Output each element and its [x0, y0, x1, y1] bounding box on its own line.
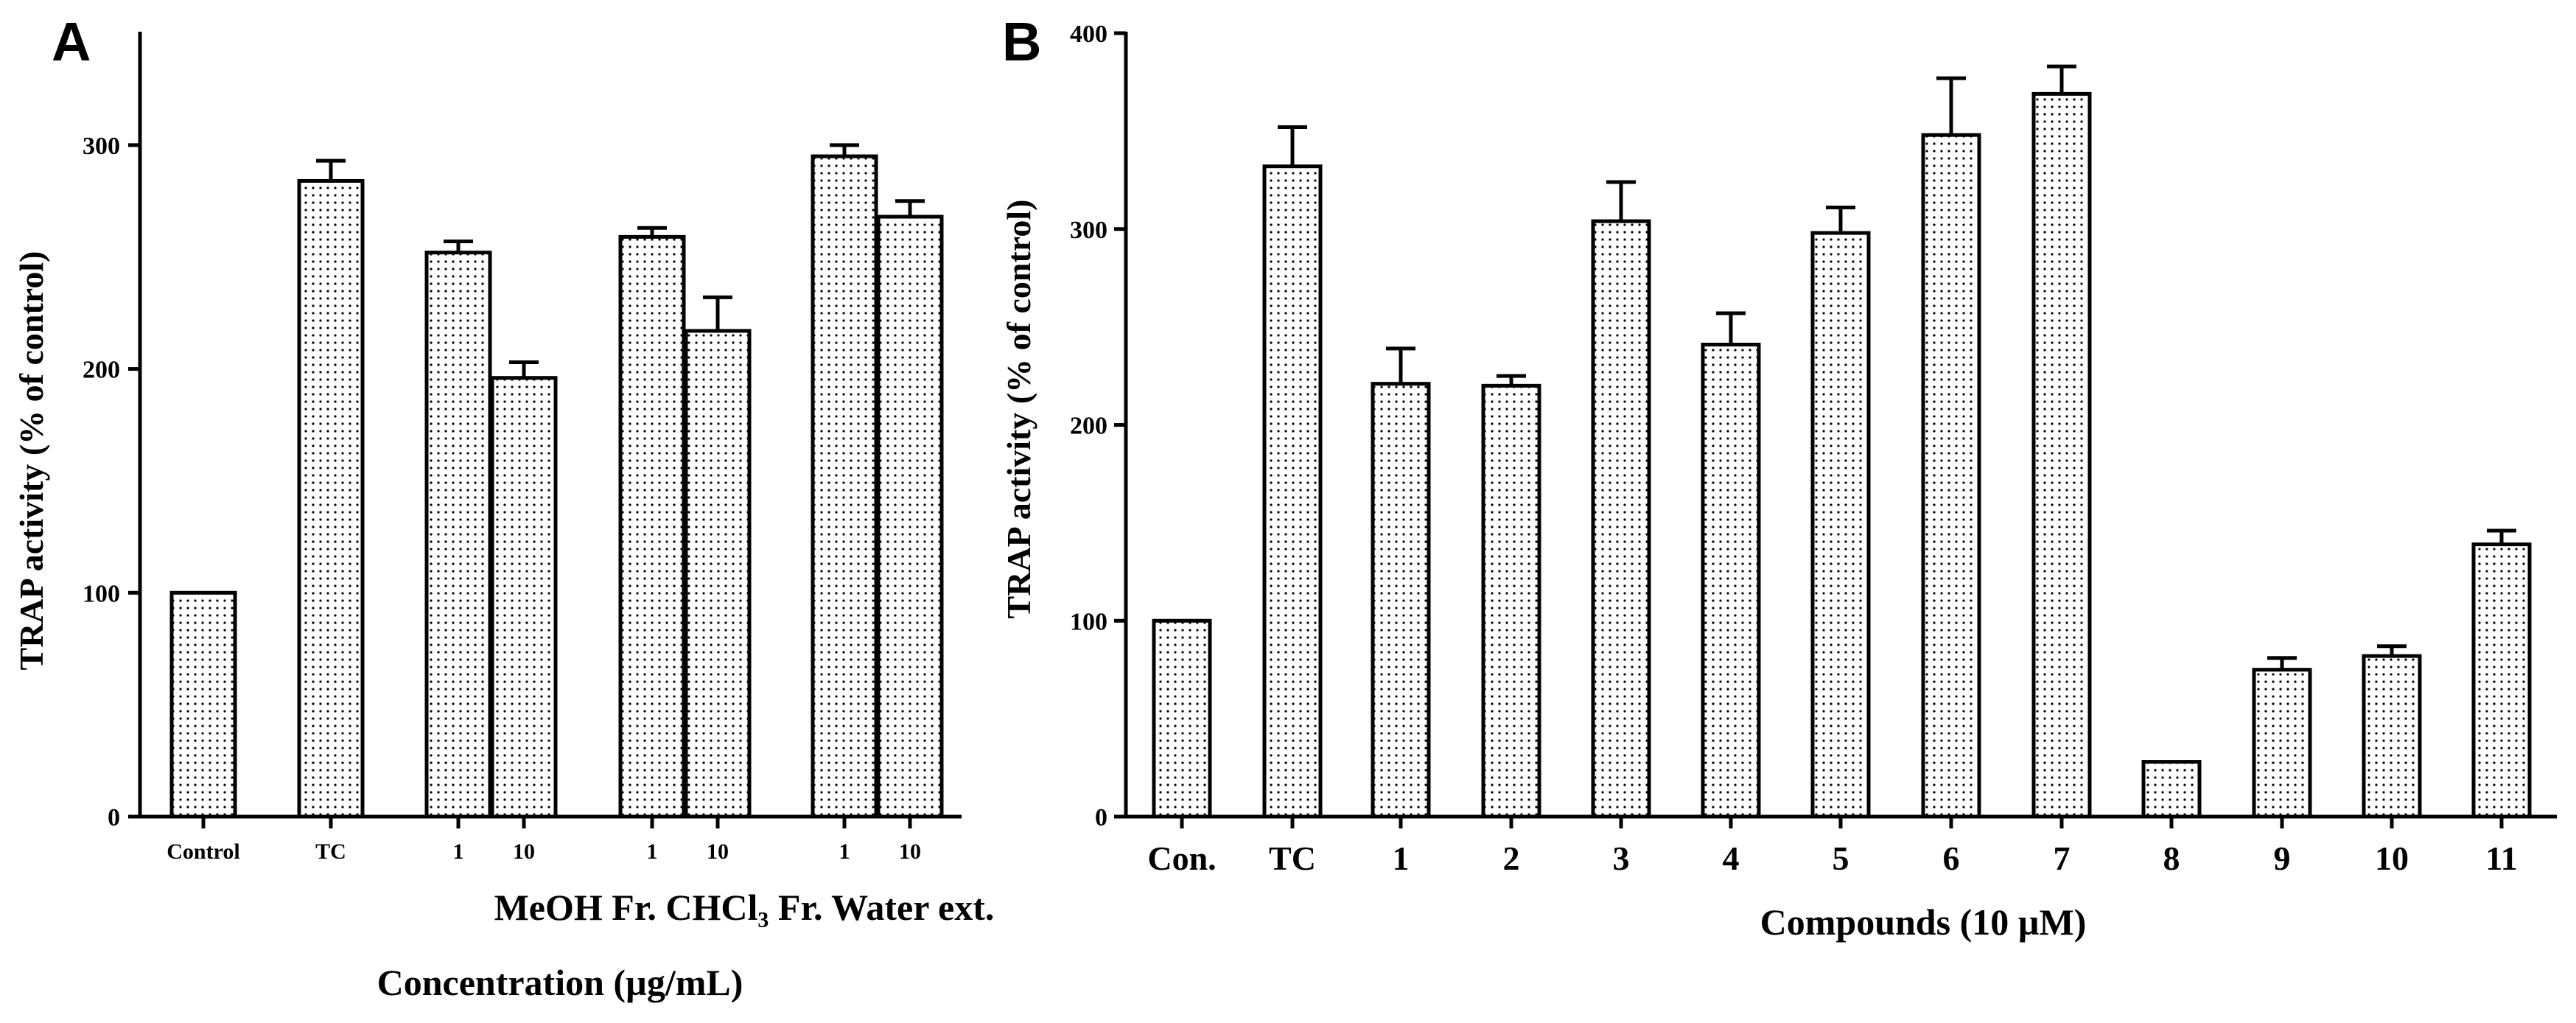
panel-b-category-label: 10: [2375, 839, 2409, 877]
panel-b-y-tick-label: 100: [1070, 608, 1107, 635]
panel-a-category-label: 1: [453, 839, 464, 864]
panel-a-chart: A TRAP activity (% of control) MeOH Fr. …: [13, 11, 994, 1003]
panel-b-category-label: 7: [2054, 839, 2071, 877]
panel-a-bar: [490, 376, 558, 819]
panel-b-x-axis-label: Compounds (10 µM): [1760, 901, 2087, 943]
panel-b-category-label: 2: [1503, 839, 1520, 877]
panel-a-bar: [424, 251, 492, 819]
panel-a-category-label: 10: [513, 839, 535, 864]
panel-b-category-label: 4: [1723, 839, 1740, 877]
panel-a-bar: [169, 590, 237, 819]
panel-a-category-label: 1: [647, 839, 658, 864]
panel-b-category-label: Con.: [1147, 839, 1216, 877]
panel-b-category-label: 8: [2163, 839, 2180, 877]
panel-a-bar: [297, 178, 365, 819]
panel-a-y-axis-label: TRAP activity (% of control): [13, 251, 50, 671]
panel-b-bar: [1810, 231, 1871, 819]
panel-a-category-label: Control: [167, 839, 239, 864]
panel-a-y-tick-label: 300: [83, 133, 120, 160]
panel-b-category-label: TC: [1269, 839, 1316, 877]
panel-b-bar: [2471, 542, 2532, 819]
panel-b-bar: [1591, 219, 1651, 819]
panel-a-group-labels: MeOH Fr. CHCl₃ Fr. Water ext.: [494, 887, 995, 928]
panel-b-bar: [1371, 382, 1431, 819]
panel-a-label: A: [52, 11, 91, 72]
panel-b-chart: B TRAP activity (% of control) Compounds…: [1000, 11, 2557, 943]
panel-a-category-label: 10: [899, 839, 921, 864]
panel-a-category-label: TC: [315, 839, 346, 864]
panel-b-bar: [2031, 91, 2092, 819]
panel-a-y-tick-label: 200: [83, 357, 120, 384]
panel-b-y-axis-label: TRAP activity (% of control): [1000, 200, 1037, 619]
panel-a-y-tick-label: 100: [83, 580, 120, 607]
panel-a-bar: [618, 234, 686, 819]
panel-b-y-tick-label: 200: [1070, 413, 1107, 440]
panel-b-category-label: 11: [2485, 839, 2517, 877]
panel-b-category-label: 9: [2274, 839, 2291, 877]
panel-b-bar: [2252, 668, 2312, 819]
panel-b-y-tick-label: 300: [1070, 217, 1107, 244]
panel-b-category-label: 5: [1833, 839, 1849, 877]
panel-b-category-label: 6: [1943, 839, 1960, 877]
panel-a-category-label: 10: [707, 839, 729, 864]
panel-b-bar: [1262, 164, 1323, 819]
panel-b-bar: [1701, 343, 1761, 819]
panel-a-x-axis-label: Concentration (µg/mL): [377, 962, 743, 1003]
panel-a-y-tick-label: 0: [108, 804, 120, 831]
panel-b-y-tick-label: 0: [1095, 804, 1107, 831]
panel-b-bar: [2141, 760, 2202, 819]
panel-b-y-tick-label: 400: [1070, 21, 1107, 48]
panel-a-bar: [811, 154, 878, 819]
panel-b-bar: [1481, 383, 1541, 819]
panel-a-bar: [684, 329, 752, 819]
panel-a-category-label: 1: [839, 839, 850, 864]
panel-b-category-label: 1: [1393, 839, 1410, 877]
panel-b-category-label: 3: [1613, 839, 1630, 877]
panel-b-bar: [1152, 618, 1212, 819]
panel-b-bar: [1921, 133, 1981, 819]
panel-b-label: B: [1002, 11, 1041, 72]
panel-a-bar: [876, 214, 944, 819]
panel-b-bar: [2362, 654, 2422, 819]
